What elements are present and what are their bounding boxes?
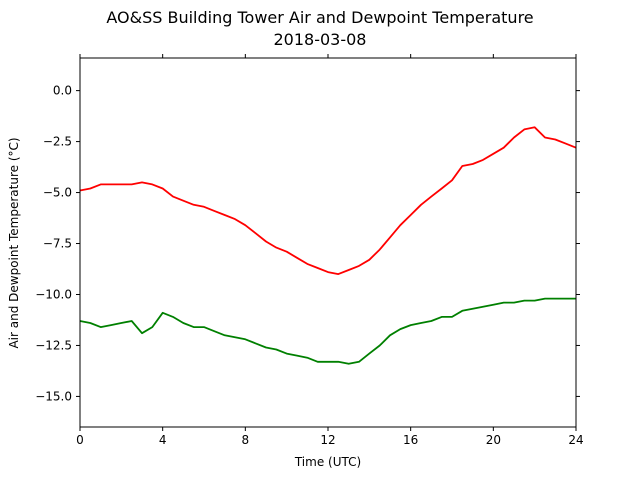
x-tick-label: 16 [403,433,418,447]
y-tick-label: −7.5 [43,237,72,251]
y-axis-ticks: 0.0 −2.5 −5.0 −7.5 −10.0 −12.5 −15.0 [35,84,580,403]
y-tick-label: −10.0 [35,287,72,301]
x-axis-label: Time (UTC) [294,455,361,469]
x-tick-label: 20 [486,433,501,447]
y-tick-label: −5.0 [43,186,72,200]
chart-subtitle: 2018-03-08 [274,30,367,49]
y-tick-label: −15.0 [35,389,72,403]
x-tick-label: 4 [159,433,167,447]
y-tick-label: −12.5 [35,338,72,352]
x-tick-label: 24 [568,433,583,447]
series-line-2 [79,297,576,365]
x-tick-label: 0 [76,433,84,447]
y-tick-label: 0.0 [53,84,72,98]
x-tick-label: 8 [242,433,250,447]
x-tick-label: 12 [320,433,335,447]
y-axis-label: Air and Dewpoint Temperature (°C) [7,137,21,348]
plot-area [79,126,577,365]
axes-frame [79,57,577,428]
x-axis-ticks: 0 4 8 12 16 20 24 [76,54,584,447]
series-line-1 [79,126,577,276]
y-tick-label: −2.5 [43,135,72,149]
chart-title: AO&SS Building Tower Air and Dewpoint Te… [106,8,533,27]
